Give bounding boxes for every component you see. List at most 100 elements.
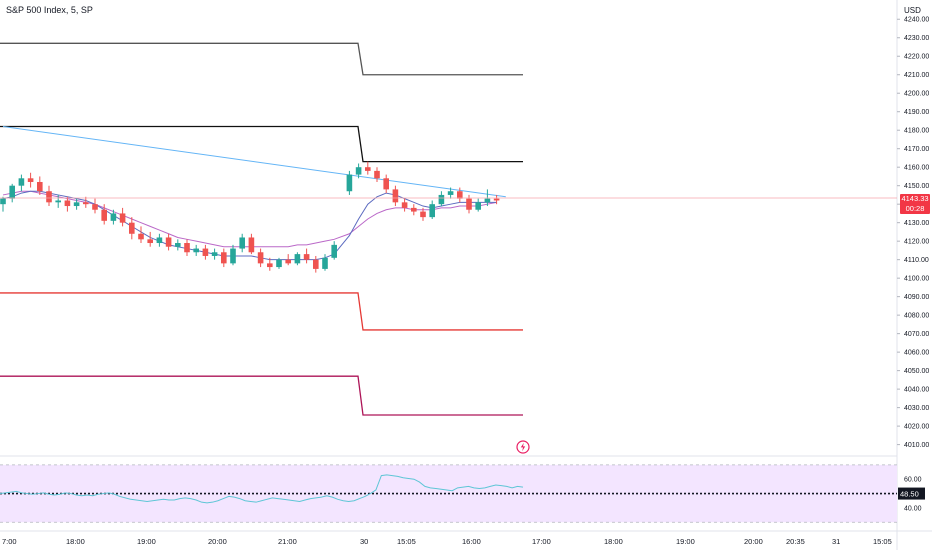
- y-tick-label: 4060.00: [904, 350, 929, 357]
- y-tick-label: 4050.00: [904, 368, 929, 375]
- pivot-level-r1: [0, 125, 523, 163]
- x-tick-label: 18:00: [66, 537, 85, 546]
- candle-body: [248, 237, 255, 253]
- candle-body: [64, 200, 71, 207]
- candle-body: [202, 248, 209, 256]
- candle-body: [147, 239, 153, 244]
- candle-body: [411, 207, 417, 212]
- x-tick-label: 31: [832, 537, 840, 546]
- x-tick-label: 20:35: [786, 537, 805, 546]
- candle-body: [37, 181, 43, 192]
- candle-body: [392, 189, 399, 203]
- candle-body: [110, 213, 117, 221]
- candle-body: [0, 198, 6, 205]
- candle-body: [267, 263, 273, 268]
- candle-body: [83, 202, 89, 205]
- y-tick-label: 4080.00: [904, 313, 929, 320]
- x-tick-label: 17:00: [532, 537, 551, 546]
- ma-long-line: [2, 126, 506, 198]
- x-tick-label: 20:00: [208, 537, 227, 546]
- candle-body: [101, 209, 107, 221]
- candle-body: [322, 257, 328, 269]
- bar-countdown: 00:28: [905, 204, 925, 213]
- candle-body: [285, 259, 291, 264]
- candle-body: [457, 191, 463, 199]
- ma-fast-line: [2, 190, 497, 261]
- x-tick-label: 19:00: [676, 537, 695, 546]
- y-tick-label: 4160.00: [904, 165, 929, 172]
- candle-body: [475, 202, 481, 210]
- x-tick-label: 7:00: [2, 537, 17, 546]
- candle-body: [18, 178, 25, 186]
- y-tick-label: 4110.00: [904, 257, 929, 264]
- rsi-line: [0, 474, 524, 504]
- y-tick-label: 4030.00: [904, 405, 929, 412]
- candle-body: [193, 248, 199, 253]
- candle-body: [175, 243, 181, 247]
- y-tick-label: 4210.00: [904, 72, 929, 79]
- rsi-tick-label: 60.00: [904, 477, 922, 484]
- candle-body: [73, 202, 80, 207]
- y-tick-label: 4200.00: [904, 91, 929, 98]
- candle-body: [303, 254, 310, 260]
- candle-body: [257, 252, 264, 264]
- candle-body: [138, 233, 144, 240]
- rsi-tick-label: 40.00: [904, 505, 922, 512]
- candle-body: [484, 198, 491, 203]
- y-tick-label: 4130.00: [904, 220, 929, 227]
- x-tick-label: 16:00: [462, 537, 481, 546]
- candle-body: [420, 211, 426, 218]
- x-tick-label: 19:00: [137, 537, 156, 546]
- candle-body: [493, 198, 500, 201]
- candle-body: [165, 237, 172, 247]
- currency-label[interactable]: USD: [904, 6, 921, 15]
- candle-body: [211, 252, 218, 256]
- candle-body: [447, 191, 454, 195]
- candle-body: [55, 200, 61, 203]
- candle-body: [129, 222, 135, 234]
- y-tick-label: 4010.00: [904, 442, 929, 449]
- candle-body: [331, 244, 337, 258]
- last-price-tag: 4143.33 00:28: [900, 194, 930, 214]
- candle-body: [156, 237, 163, 244]
- candle-body: [466, 198, 472, 210]
- x-tick-label: 15:05: [873, 537, 892, 546]
- candle-body: [92, 204, 98, 210]
- candle-body: [365, 167, 371, 171]
- y-tick-label: 4240.00: [904, 17, 929, 24]
- candle-body: [239, 237, 245, 249]
- y-tick-label: 4090.00: [904, 294, 929, 301]
- x-tick-label: 15:05: [397, 537, 416, 546]
- pivot-level-r2: [0, 42, 523, 76]
- y-tick-label: 4070.00: [904, 331, 929, 338]
- candle-body: [27, 178, 34, 182]
- candle-body: [313, 259, 319, 269]
- candle-body: [401, 202, 408, 208]
- candle-body: [429, 204, 435, 218]
- lightning-alert-icon[interactable]: [516, 440, 530, 454]
- x-tick-label: 21:00: [278, 537, 297, 546]
- y-tick-label: 4170.00: [904, 146, 929, 153]
- candle-body: [119, 213, 126, 223]
- pivot-level-s1: [0, 292, 523, 331]
- candle-body: [230, 248, 236, 264]
- y-tick-label: 4180.00: [904, 128, 929, 135]
- candle-body: [221, 252, 227, 264]
- candle-body: [438, 194, 445, 205]
- candle-body: [374, 170, 380, 179]
- x-tick-label: 30: [360, 537, 368, 546]
- candle-body: [346, 174, 353, 192]
- y-tick-label: 4020.00: [904, 424, 929, 431]
- y-tick-label: 4150.00: [904, 183, 929, 190]
- candle-body: [276, 259, 282, 268]
- candle-body: [294, 254, 301, 264]
- pivot-level-s2: [0, 375, 523, 416]
- candle-body: [9, 185, 15, 199]
- last-price-value: 4143.33: [901, 194, 929, 203]
- x-tick-label: 20:00: [744, 537, 763, 546]
- y-tick-label: 4190.00: [904, 109, 929, 116]
- candle-body: [383, 178, 389, 190]
- y-tick-label: 4040.00: [904, 387, 929, 394]
